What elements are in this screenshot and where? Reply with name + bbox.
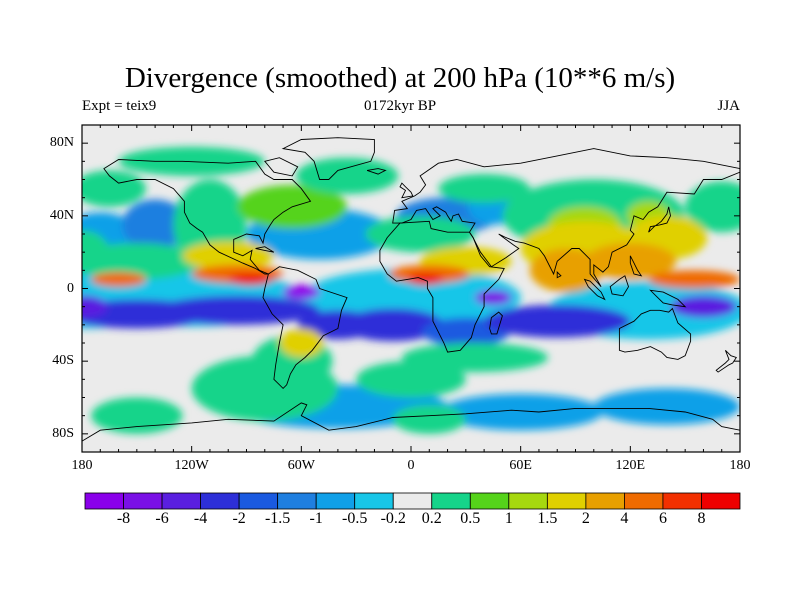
divergence-region [529,248,603,293]
coastlines [82,137,740,452]
colorbar-label: 2 [581,510,590,527]
colorbar-label: 0.2 [421,510,442,527]
colorbar-label: 1 [504,510,513,527]
colorbar-swatch [469,492,510,510]
divergence-region [341,308,444,342]
eurasia-coastline [392,148,740,287]
colorbar-swatch [624,492,664,510]
sri-lanka-coastline [556,271,562,279]
colorbar-label: -4 [193,510,208,527]
colorbar-label: -2 [232,510,246,527]
colorbar-label: -0.2 [380,510,406,527]
divergence-region [228,273,273,285]
colorbar-swatch [585,492,625,510]
lon-tick-label: 0 [407,458,415,473]
divergence-region [82,295,108,318]
axis-ticks [81,125,741,452]
colorbar-label: -1.5 [264,510,291,527]
colorbar-label: 6 [658,510,667,527]
divergence-region [295,157,399,195]
period-label: 0172kyr BP [363,98,437,114]
new-zealand-coastline [715,349,737,373]
colorbar-swatch [84,492,124,510]
lon-tick-label: 120W [174,458,209,473]
experiment-label: Expt = teix9 [82,98,157,114]
colorbar-swatch [200,492,240,510]
colorbar-label: -0.5 [342,510,368,527]
antarctica-coastline [82,402,740,452]
lon-tick-label: 60W [287,458,315,473]
divergence-region [122,199,189,251]
divergence-region [438,393,603,431]
divergence-region [365,215,475,253]
colorbar-swatch [701,492,741,510]
divergence-region [191,355,338,422]
colorbar-swatch [354,492,394,510]
plot-title: Divergence (smoothed) at 200 hPa (10**6 … [124,62,676,94]
divergence-region [283,284,320,300]
colorbar-swatch [161,492,201,510]
divergence-region [82,243,201,280]
colorbar-swatch [123,492,163,510]
africa-coastline [379,220,505,353]
greenland-coastline [281,137,375,180]
south-america-coastline [262,266,348,390]
cuba-coastline [255,246,275,253]
new-guinea-coastline [649,289,687,308]
lat-tick-label: 80S [52,425,74,441]
philippines-coastline [629,255,643,277]
borneo-coastline [609,275,629,297]
divergence-region [182,241,274,271]
colorbar-swatch [315,492,356,510]
colorbar-swatch [508,492,548,510]
lon-tick-label: 180 [71,458,93,473]
lat-tick-label: 40N [49,207,74,223]
divergence-region [648,270,740,289]
baffin-island-coastline [263,157,299,177]
lon-tick-label: 60E [509,458,532,473]
divergence-region [670,295,737,318]
colorbar-swatch [431,492,471,510]
great-britain-coastline [399,182,414,199]
divergence-region [685,181,740,233]
north-america-coastline [103,159,312,275]
japan-coastline [648,206,671,233]
iceland-coastline [366,168,387,175]
colorbar-label: -8 [116,510,131,527]
divergence-region [91,272,146,287]
colorbar-swatch [277,492,317,510]
divergence-region [392,404,466,434]
colorbar-label: 8 [697,510,706,527]
lon-tick-label: 180 [729,458,751,473]
colorbar-label: -1 [309,510,323,527]
divergence-region [407,273,444,285]
colorbar-label: 1.5 [537,510,558,527]
lat-tick-label: 0 [67,280,74,296]
divergence-region [155,295,320,325]
season-label: JJA [717,98,740,114]
colorbar-swatch [662,492,702,510]
divergence-region [593,388,740,425]
colorbar-label: 0.5 [460,510,481,527]
colorbar-label: -6 [155,510,169,527]
divergence-region [356,361,466,398]
lon-tick-label: 120E [615,458,646,473]
lat-tick-label: 80N [49,135,74,151]
colorbar-swatch [392,492,433,510]
colorbar-label: 4 [620,510,629,527]
divergence-region [438,174,530,204]
lat-tick-label: 40S [52,353,74,369]
divergence-region [484,304,631,338]
madagascar-coastline [489,311,503,335]
colorbar-swatch [238,492,279,510]
australia-coastline [618,307,692,360]
divergence-region [82,230,110,274]
sumatra-coastline [583,278,606,301]
divergence-region [82,170,146,207]
colorbar-swatch [546,492,587,510]
